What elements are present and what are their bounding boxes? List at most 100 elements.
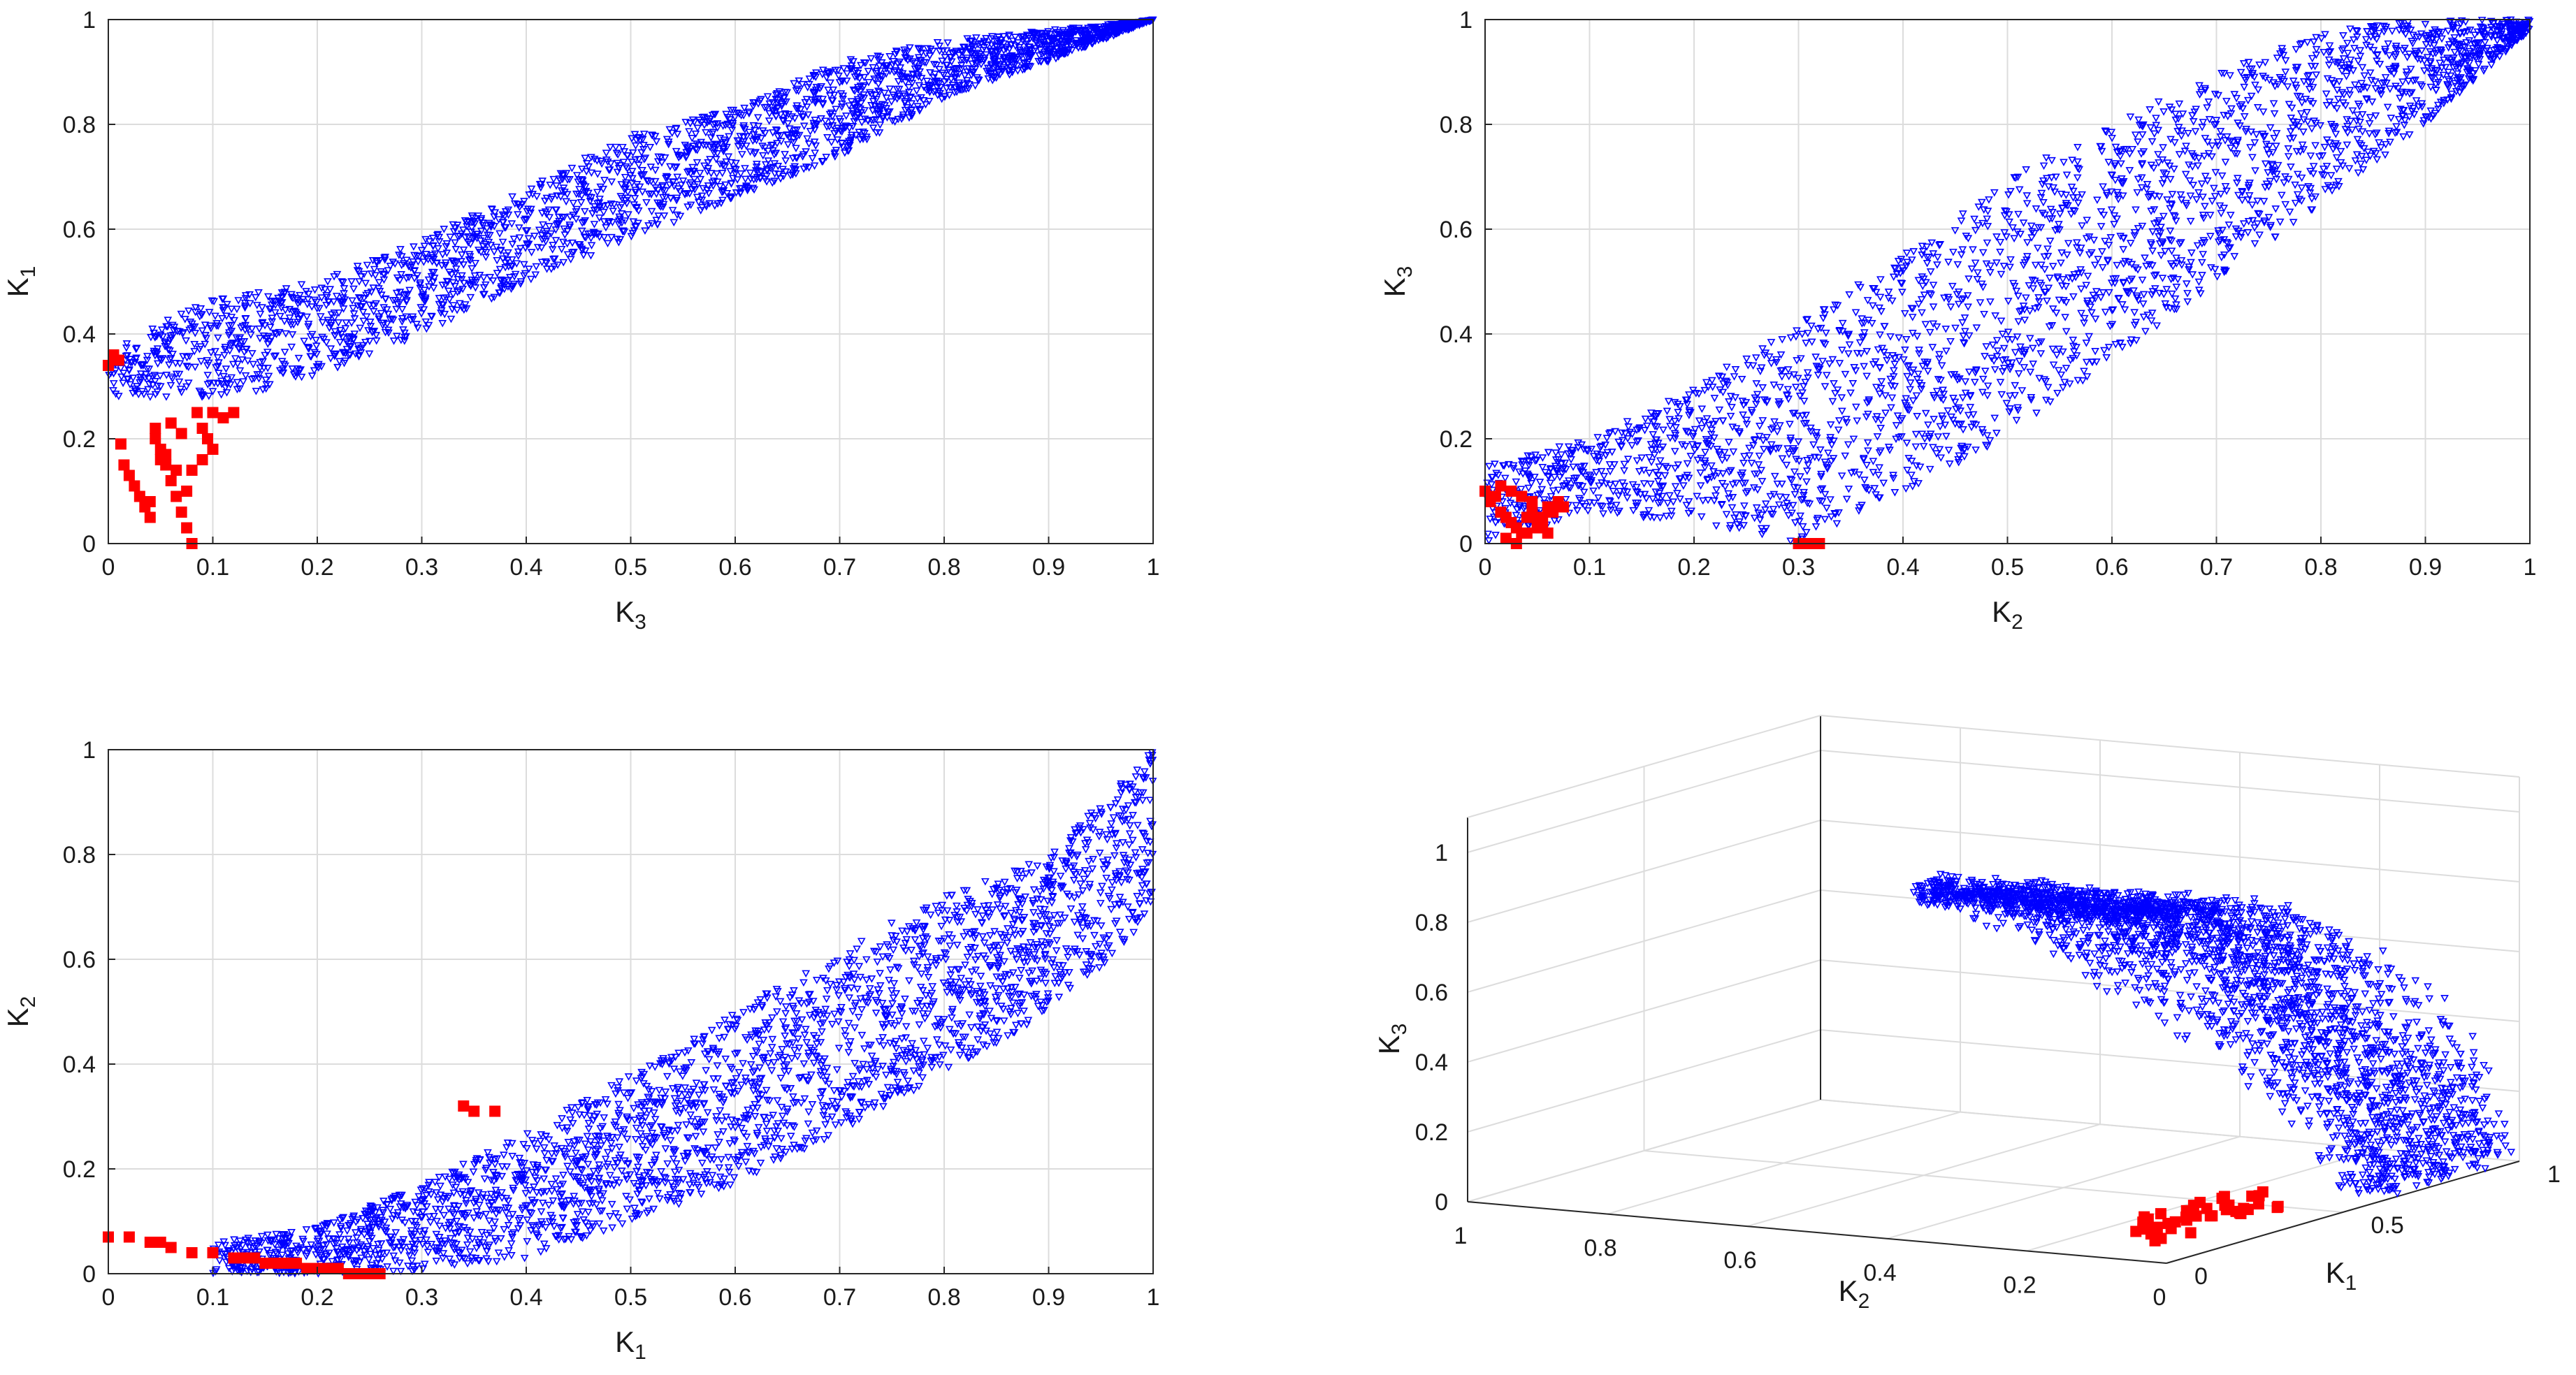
pareto-point — [181, 486, 193, 497]
population-point — [1876, 390, 1884, 398]
population-point — [869, 64, 878, 72]
population-point — [2353, 136, 2362, 144]
population-point — [1821, 516, 1830, 524]
population-point — [810, 162, 819, 170]
population-point — [222, 365, 231, 373]
population-point — [987, 41, 996, 49]
population-point — [1837, 472, 1846, 480]
population-point — [2335, 78, 2344, 86]
pareto-point — [165, 417, 177, 429]
population-point — [587, 242, 596, 250]
population-point — [614, 221, 623, 229]
population-point — [1825, 360, 1834, 368]
population-point — [1036, 46, 1045, 54]
population-point — [805, 75, 814, 83]
population-point — [1988, 341, 1997, 349]
population-point — [1848, 379, 1858, 388]
population-point — [1944, 259, 1953, 266]
population-point — [1683, 460, 1692, 468]
population-point — [792, 145, 800, 152]
population-point — [1043, 58, 1052, 66]
population-point — [294, 354, 303, 363]
population-point — [1766, 493, 1775, 501]
population-point — [2097, 147, 2106, 156]
population-point — [2062, 298, 2071, 307]
population-point — [1693, 456, 1702, 465]
population-point — [660, 154, 670, 162]
population-point — [2067, 183, 2076, 191]
population-point — [453, 307, 461, 314]
population-point — [1834, 426, 1843, 435]
population-point — [2126, 113, 2135, 122]
population-point — [1847, 470, 1856, 477]
population-point — [268, 318, 277, 326]
population-point — [1663, 500, 1672, 508]
population-point — [241, 372, 250, 380]
population-point — [1662, 512, 1671, 521]
population-point — [2255, 61, 2264, 69]
population-point — [1490, 460, 1499, 468]
population-point — [1674, 409, 1682, 416]
population-point — [2362, 157, 2371, 164]
population-point — [707, 170, 716, 177]
population-point — [1664, 398, 1673, 406]
population-point — [665, 126, 674, 134]
population-point — [673, 131, 682, 138]
population-point — [2310, 38, 2318, 46]
population-point — [2043, 252, 2053, 261]
population-point — [804, 111, 813, 119]
population-point — [239, 378, 247, 386]
population-point — [1845, 291, 1854, 299]
population-point — [1909, 397, 1918, 405]
population-point — [1757, 364, 1766, 372]
population-point — [853, 84, 862, 92]
population-point — [282, 285, 291, 293]
population-point — [2280, 179, 2289, 187]
population-point — [392, 289, 401, 298]
population-point — [651, 177, 660, 186]
pareto-point — [207, 407, 219, 419]
population-point — [1859, 455, 1868, 463]
population-point — [2194, 162, 2202, 170]
population-point — [1996, 249, 2004, 256]
population-point — [1856, 284, 1865, 292]
pareto-point — [191, 407, 203, 419]
population-point — [2254, 86, 2263, 94]
population-point — [608, 219, 617, 227]
population-point — [211, 312, 219, 321]
population-point — [365, 350, 374, 358]
population-point — [2019, 219, 2028, 227]
population-point — [660, 212, 669, 220]
population-point — [233, 379, 242, 387]
population-point — [2197, 180, 2206, 188]
population-point — [165, 361, 173, 369]
population-point — [750, 150, 759, 158]
population-point — [272, 330, 281, 339]
population-point — [1800, 398, 1809, 405]
population-point — [270, 309, 280, 317]
population-point — [1827, 513, 1836, 521]
population-point — [1718, 388, 1728, 397]
population-point — [468, 224, 476, 232]
population-point — [231, 355, 240, 363]
population-point — [1884, 289, 1893, 296]
population-point — [442, 249, 451, 257]
population-point — [347, 278, 356, 286]
x-tick-label: 0.5 — [614, 554, 647, 581]
population-point — [400, 337, 409, 345]
population-point — [119, 379, 127, 388]
population-point — [2346, 25, 2354, 34]
population-point — [607, 178, 616, 187]
population-point — [587, 169, 596, 177]
population-point — [2320, 143, 2329, 152]
population-point — [691, 130, 700, 138]
population-point — [726, 168, 735, 176]
population-point — [184, 379, 193, 387]
population-point — [2139, 291, 2148, 299]
population-point — [549, 175, 558, 184]
pareto-point — [196, 454, 208, 465]
population-point — [2166, 205, 2174, 213]
population-point — [1844, 350, 1853, 358]
population-point — [2082, 235, 2091, 243]
population-point — [695, 170, 704, 177]
